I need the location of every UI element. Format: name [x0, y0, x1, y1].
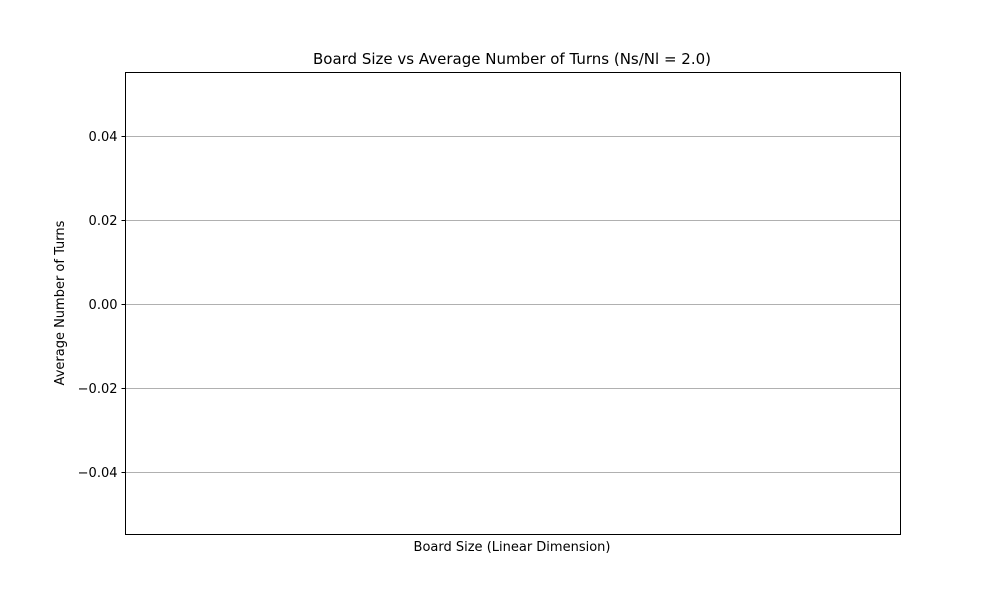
- y-axis-label: Average Number of Turns: [53, 220, 68, 385]
- x-axis-label: Board Size (Linear Dimension): [414, 540, 611, 555]
- y-tick-label: 0.04: [89, 130, 118, 145]
- chart-title: Board Size vs Average Number of Turns (N…: [313, 50, 711, 68]
- y-axis-ticks: 0.04 0.02 0.00 −0.02 −0.04: [78, 130, 126, 481]
- y-gridlines: [125, 136, 901, 473]
- y-tick-label: 0.02: [89, 214, 118, 229]
- y-tick-label: −0.04: [78, 466, 118, 481]
- y-tick-label: −0.02: [78, 382, 118, 397]
- y-tick-label: 0.00: [89, 298, 118, 313]
- plot-area-frame: [125, 72, 901, 535]
